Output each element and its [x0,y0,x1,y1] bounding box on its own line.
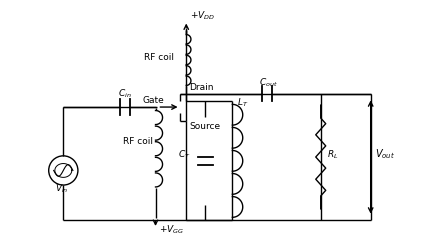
Text: $C_T$: $C_T$ [178,148,190,161]
Text: RF coil: RF coil [144,53,174,62]
Text: +$V_{GG}$: +$V_{GG}$ [158,224,184,236]
Text: $R_L$: $R_L$ [326,148,338,161]
Text: +$V_{DD}$: +$V_{DD}$ [190,10,215,22]
Text: $C_{in}$: $C_{in}$ [118,87,132,100]
Text: $V_{in}$: $V_{in}$ [55,183,68,195]
Text: $C_{out}$: $C_{out}$ [260,76,278,89]
Text: $L_T$: $L_T$ [237,96,248,109]
Text: Gate: Gate [143,96,164,105]
Text: Source: Source [189,122,220,131]
Text: $V_{out}$: $V_{out}$ [375,147,395,161]
Text: RF coil: RF coil [123,137,153,146]
Text: Drain: Drain [189,83,214,92]
